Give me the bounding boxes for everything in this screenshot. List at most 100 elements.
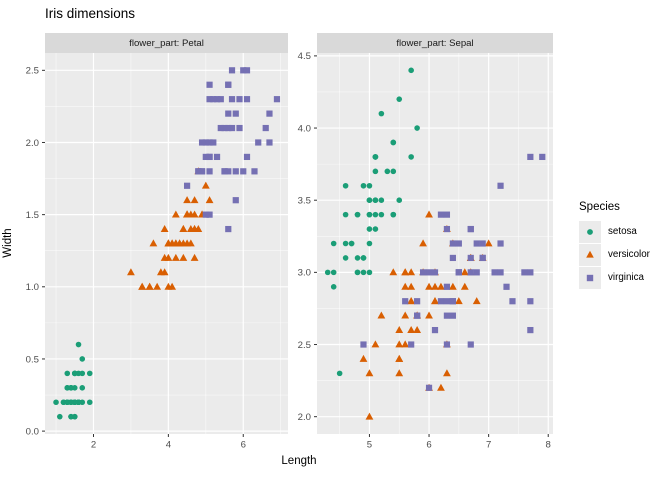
data-point-virginica	[473, 240, 480, 247]
data-point-virginica	[527, 153, 534, 161]
data-point-virginica	[243, 67, 251, 74]
data-point-setosa	[348, 240, 355, 247]
data-point-virginica	[266, 110, 273, 117]
data-point-virginica	[479, 254, 486, 262]
data-point-versicolor	[194, 224, 203, 232]
data-point-virginica	[225, 168, 232, 175]
data-point-versicolor	[407, 325, 416, 333]
y-tick-label: 0.5	[26, 354, 39, 365]
data-point-setosa	[408, 67, 414, 74]
data-point-virginica	[419, 269, 427, 276]
data-point-setosa	[366, 211, 373, 218]
data-point-versicolor	[168, 282, 177, 290]
data-point-virginica	[266, 139, 273, 146]
data-point-virginica	[527, 326, 534, 334]
data-point-virginica	[443, 211, 451, 218]
data-point-versicolor	[401, 282, 410, 290]
data-point-setosa	[342, 182, 349, 189]
data-point-virginica	[467, 254, 474, 262]
data-point-virginica	[479, 240, 486, 247]
x-tick-label: 5	[367, 440, 372, 451]
data-point-setosa	[360, 269, 367, 276]
data-point-versicolor	[389, 268, 398, 276]
data-point-virginica	[449, 298, 456, 305]
data-point-virginica	[262, 124, 269, 132]
data-point-setosa	[86, 370, 93, 377]
data-point-setosa	[384, 168, 391, 175]
data-point-versicolor	[371, 340, 380, 348]
data-point-setosa	[366, 269, 373, 276]
data-point-versicolor	[401, 340, 410, 348]
data-point-setosa	[414, 125, 420, 131]
data-point-versicolor	[171, 210, 180, 218]
data-point-virginica	[236, 96, 243, 103]
data-point-setosa	[336, 370, 343, 377]
data-point-virginica	[251, 168, 258, 175]
data-point-virginica	[217, 124, 224, 132]
data-point-versicolor	[443, 369, 451, 377]
data-point-virginica	[225, 110, 232, 117]
x-tick-label: 7	[486, 440, 491, 451]
data-point-virginica	[217, 96, 224, 103]
data-point-versicolor	[205, 196, 214, 204]
data-point-versicolor	[186, 224, 195, 232]
data-point-setosa	[86, 399, 93, 406]
data-point-virginica	[509, 298, 516, 305]
legend-key-virginica	[579, 266, 601, 289]
y-axis-title: Width	[2, 228, 14, 258]
facet-strip-petal-label: flower_part: Petal	[129, 37, 204, 49]
x-axis-title: Length	[281, 455, 317, 467]
data-point-virginica	[467, 225, 474, 233]
data-point-virginica	[183, 182, 191, 189]
y-tick-label: 2.0	[26, 138, 39, 149]
data-point-setosa	[330, 283, 337, 290]
data-point-virginica	[497, 182, 504, 189]
data-point-virginica	[402, 298, 409, 305]
data-point-setosa	[354, 269, 361, 276]
data-point-versicolor	[437, 383, 445, 391]
data-point-versicolor	[183, 196, 191, 204]
data-point-setosa	[79, 356, 86, 362]
data-point-virginica	[195, 168, 202, 175]
data-point-virginica	[273, 96, 281, 103]
data-point-virginica	[527, 269, 534, 276]
data-point-virginica	[225, 225, 232, 233]
y-tick-label: 2.0	[298, 412, 311, 423]
data-point-setosa	[366, 226, 373, 232]
legend-key-versicolor	[579, 243, 601, 266]
data-point-virginica	[198, 168, 206, 175]
data-point-virginica	[491, 269, 498, 276]
data-point-setosa	[75, 341, 82, 348]
data-point-virginica	[467, 269, 474, 276]
data-point-virginica	[213, 96, 221, 103]
data-point-versicolor	[407, 297, 416, 305]
y-tick-label: 1.5	[26, 210, 39, 221]
data-point-virginica	[232, 168, 239, 175]
y-tick-label: 3.0	[298, 268, 311, 279]
data-point-versicolor	[460, 282, 469, 290]
data-point-versicolor	[149, 239, 158, 247]
data-point-virginica	[232, 197, 239, 204]
data-point-virginica	[449, 312, 456, 319]
data-point-versicolor	[401, 268, 410, 276]
data-point-virginica	[206, 139, 213, 146]
data-point-versicolor	[448, 282, 457, 290]
data-point-virginica	[206, 81, 213, 88]
data-point-virginica	[210, 139, 217, 146]
data-point-versicolor	[183, 210, 191, 218]
data-point-virginica	[243, 96, 251, 103]
data-point-virginica	[236, 124, 243, 132]
data-point-versicolor	[377, 311, 386, 319]
data-point-virginica	[443, 225, 451, 233]
data-point-setosa	[64, 370, 71, 377]
data-point-virginica	[255, 139, 262, 146]
data-point-setosa	[372, 154, 379, 160]
y-tick-label: 1.0	[26, 282, 39, 293]
data-point-virginica	[213, 153, 221, 161]
data-point-virginica	[473, 269, 480, 276]
data-point-virginica	[503, 283, 510, 290]
virginica-square-icon	[586, 274, 594, 281]
data-point-versicolor	[407, 282, 416, 290]
data-point-setosa	[68, 399, 74, 406]
data-point-setosa	[408, 154, 414, 160]
